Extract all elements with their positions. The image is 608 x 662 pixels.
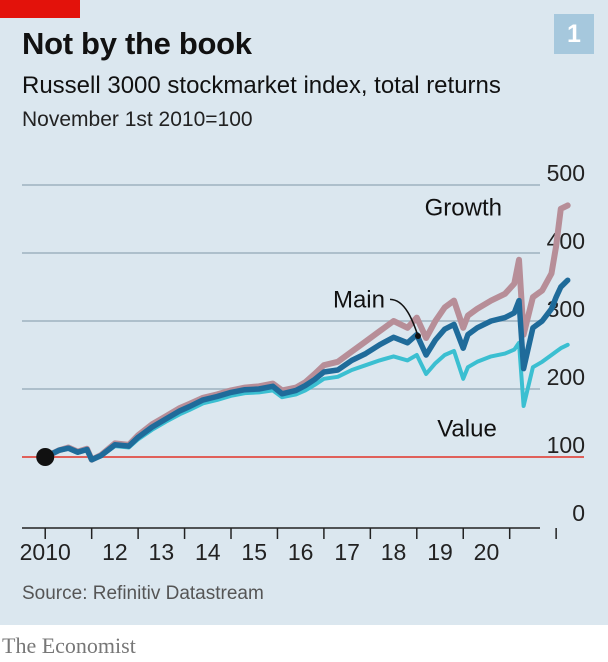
y-tick-label-100: 100 — [547, 432, 585, 458]
y-tick-label-400: 400 — [547, 228, 585, 254]
x-tick-label-14: 14 — [195, 539, 221, 565]
x-tick-label-12: 12 — [102, 539, 128, 565]
x-tick-label-17: 17 — [334, 539, 360, 565]
x-tick-label-2010: 2010 — [20, 539, 71, 565]
annotation-value: Value — [437, 416, 497, 443]
y-tick-label-0: 0 — [572, 500, 585, 526]
start-point-marker — [36, 448, 55, 466]
publisher-wordmark: The Economist — [2, 633, 136, 658]
chart-panel — [0, 0, 608, 625]
series-line-main — [42, 277, 571, 463]
chart-source: Source: Refinitiv Datastream — [22, 583, 264, 604]
chart-subtitle: Russell 3000 stockmarket index, total re… — [22, 72, 501, 99]
annotation-main: Main — [333, 286, 385, 313]
annotation-main-dot — [415, 332, 421, 339]
chart-index-note: November 1st 2010=100 — [22, 108, 253, 131]
chart-title: Not by the book — [22, 26, 252, 61]
x-tick-label-15: 15 — [241, 539, 267, 565]
brand-tag — [0, 0, 80, 18]
y-tick-label-200: 200 — [547, 364, 585, 390]
y-tick-label-500: 500 — [547, 160, 585, 186]
x-tick-label-13: 13 — [149, 539, 175, 565]
x-tick-label-19: 19 — [427, 539, 453, 565]
chart-number-badge: 1 — [554, 14, 594, 54]
annotation-growth: Growth — [425, 195, 502, 222]
annotation-main-leader — [389, 298, 419, 337]
x-tick-label-18: 18 — [381, 539, 407, 565]
x-tick-label-16: 16 — [288, 539, 314, 565]
x-tick-label-20: 20 — [474, 539, 500, 565]
